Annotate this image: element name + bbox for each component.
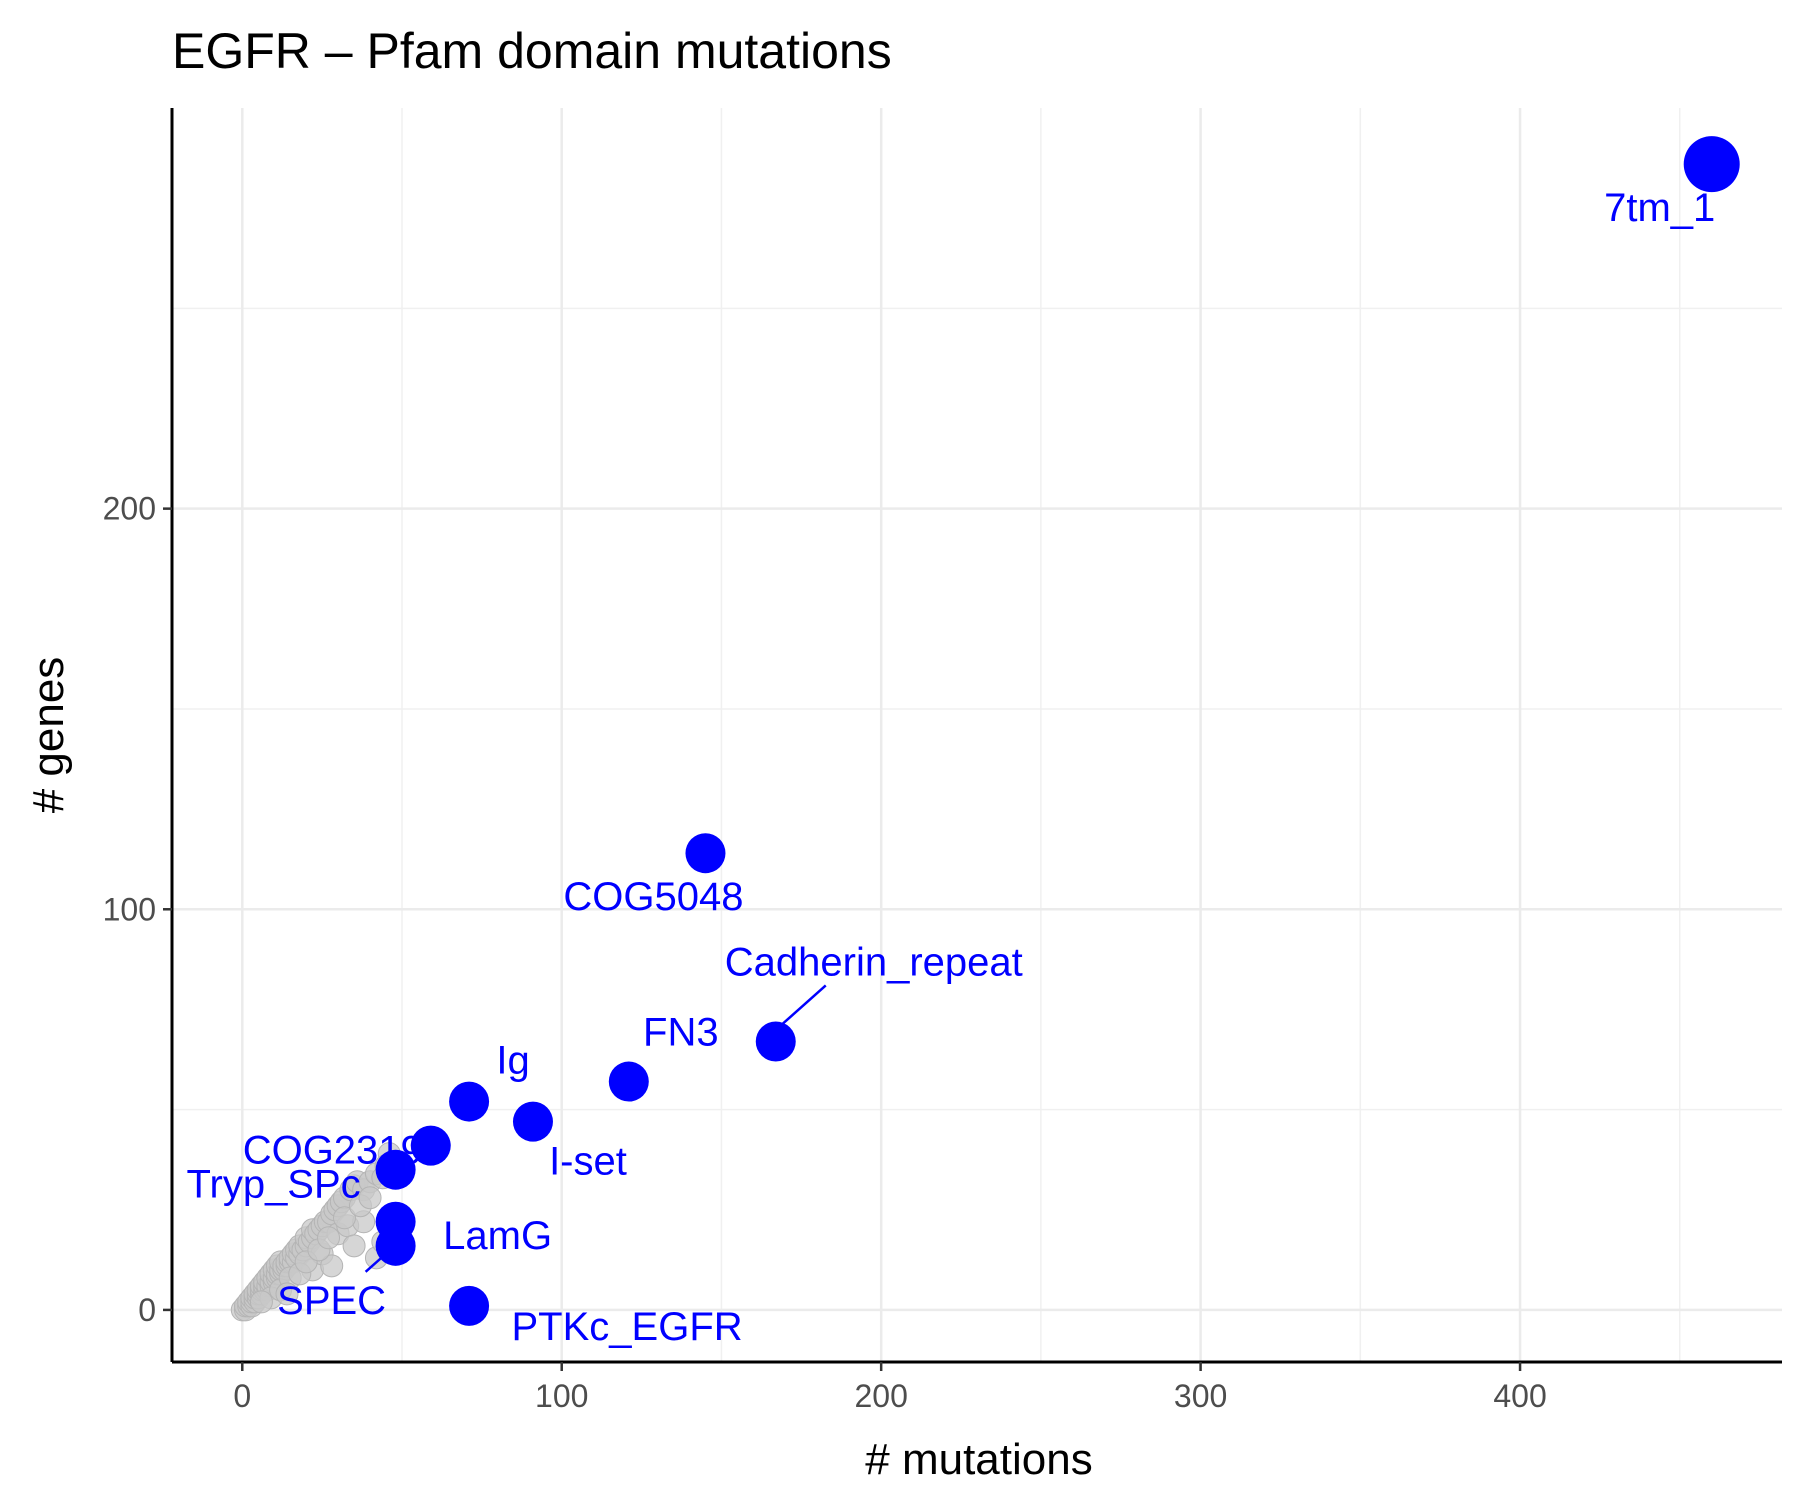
x-axis-ticks: 0 100 200 300 400: [233, 1362, 1547, 1414]
x-tick-label: 100: [535, 1378, 588, 1414]
background-point: [342, 1234, 366, 1258]
point-cadherin-repeat: [755, 1021, 796, 1062]
point-ig: [449, 1081, 490, 1122]
point-label: PTKc_EGFR: [512, 1305, 743, 1349]
point-label: Tryp_SPc: [187, 1163, 361, 1207]
point-label: Cadherin_repeat: [725, 940, 1023, 984]
point-fn3: [608, 1061, 649, 1102]
point-label: I-set: [549, 1140, 627, 1184]
point-cog5048: [685, 833, 726, 874]
grid-major: [172, 108, 1782, 1362]
x-axis-title: # mutations: [865, 1435, 1092, 1484]
point-label: LamG: [443, 1214, 552, 1258]
background-points: [230, 1142, 401, 1322]
point-spec: [375, 1225, 416, 1266]
y-tick-label: 200: [103, 491, 156, 527]
background-point: [320, 1254, 344, 1278]
grid-minor: [172, 108, 1782, 1362]
x-tick-label: 0: [233, 1378, 251, 1414]
x-tick-label: 400: [1493, 1378, 1546, 1414]
y-axis-title: # genes: [24, 657, 73, 814]
point-ptkc-egfr: [449, 1285, 490, 1326]
background-point: [275, 1282, 299, 1306]
point-7tm-1: [1683, 136, 1740, 193]
point-label: FN3: [643, 1011, 719, 1055]
point-label: SPEC: [277, 1279, 386, 1323]
axes: [170, 108, 1782, 1364]
point-label: 7tm_1: [1604, 186, 1715, 230]
background-point: [249, 1290, 273, 1314]
x-tick-label: 300: [1174, 1378, 1227, 1414]
background-point: [358, 1186, 382, 1210]
chart-title: EGFR – Pfam domain mutations: [172, 23, 892, 79]
point-label: Ig: [496, 1039, 529, 1083]
point-label: COG2319: [243, 1129, 423, 1173]
background-point: [333, 1206, 356, 1230]
y-axis-ticks: 0 100 200: [103, 491, 172, 1328]
point-cog2319: [410, 1125, 451, 1166]
highlighted-points: [375, 136, 1740, 1326]
point-label: COG5048: [563, 875, 743, 919]
x-tick-label: 200: [854, 1378, 907, 1414]
point-tryp-spc: [375, 1149, 416, 1190]
background-point: [317, 1226, 341, 1250]
point-i-set: [512, 1101, 553, 1142]
y-tick-label: 0: [138, 1292, 156, 1328]
y-tick-label: 100: [103, 891, 156, 927]
